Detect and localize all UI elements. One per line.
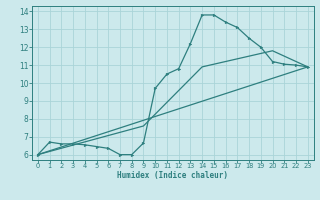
X-axis label: Humidex (Indice chaleur): Humidex (Indice chaleur) bbox=[117, 171, 228, 180]
